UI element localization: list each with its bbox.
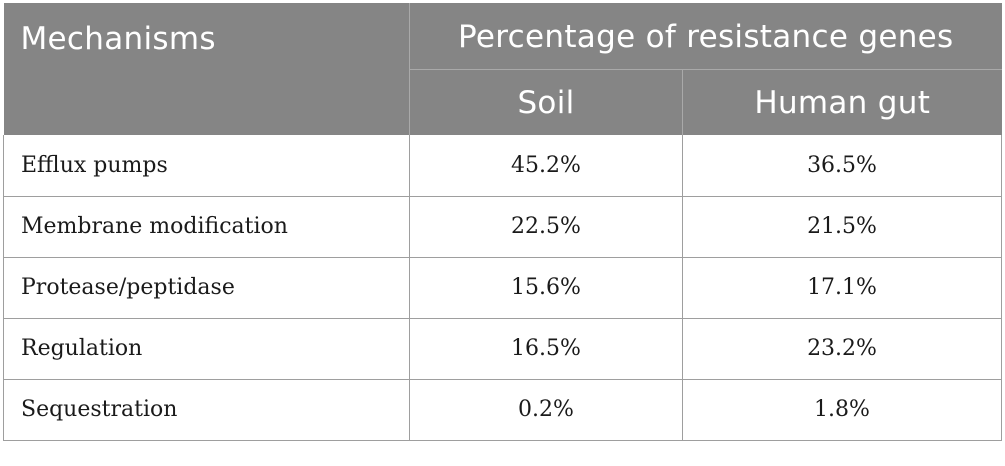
mechanism-cell: Efflux pumps: [3, 135, 410, 197]
header-mechanisms: Mechanisms: [3, 3, 410, 135]
mechanism-cell: Sequestration: [3, 379, 410, 441]
mechanism-cell: Membrane modification: [3, 196, 410, 258]
gut-value-cell: 36.5%: [682, 135, 1003, 197]
soil-value-cell: 15.6%: [409, 257, 683, 319]
mechanism-cell: Regulation: [3, 318, 410, 380]
resistance-genes-table: Mechanisms Percentage of resistance gene…: [3, 3, 1003, 441]
soil-value-cell: 16.5%: [409, 318, 683, 380]
gut-value-cell: 21.5%: [682, 196, 1003, 258]
header-soil: Soil: [409, 68, 683, 135]
gut-value-cell: 1.8%: [682, 379, 1003, 441]
soil-value-cell: 45.2%: [409, 135, 683, 197]
gut-value-cell: 17.1%: [682, 257, 1003, 319]
table-header: Mechanisms Percentage of resistance gene…: [3, 3, 1002, 135]
table-row: Protease/peptidase 15.6% 17.1%: [3, 257, 1003, 319]
table-row: Regulation 16.5% 23.2%: [3, 318, 1003, 380]
soil-value-cell: 22.5%: [409, 196, 683, 258]
header-human-gut: Human gut: [682, 68, 1002, 135]
table-row: Efflux pumps 45.2% 36.5%: [3, 135, 1003, 197]
soil-value-cell: 0.2%: [409, 379, 683, 441]
table-body: Efflux pumps 45.2% 36.5% Membrane modifi…: [3, 135, 1003, 441]
table-row: Membrane modification 22.5% 21.5%: [3, 196, 1003, 258]
header-percentage-group: Percentage of resistance genes: [409, 3, 1002, 69]
mechanism-cell: Protease/peptidase: [3, 257, 410, 319]
gut-value-cell: 23.2%: [682, 318, 1003, 380]
table-row: Sequestration 0.2% 1.8%: [3, 379, 1003, 441]
